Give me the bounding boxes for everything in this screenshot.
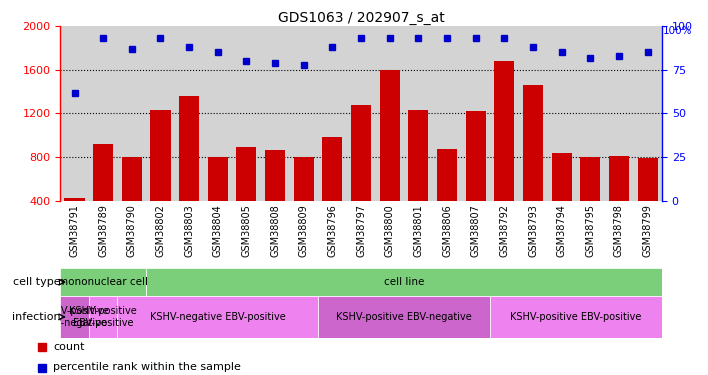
Text: 100%: 100% [663,26,692,36]
Bar [236,147,256,201]
Text: GSM38803: GSM38803 [184,204,194,257]
Bar [609,156,629,201]
Text: mononuclear cell: mononuclear cell [58,277,148,287]
Bar [93,144,113,201]
Bar [437,149,457,201]
Text: GSM38800: GSM38800 [384,204,395,257]
Bar [490,296,662,338]
Bar [88,296,118,338]
Text: KSHV-positive EBV-negative: KSHV-positive EBV-negative [336,312,472,322]
Text: KSHV-positive
EBV-positive: KSHV-positive EBV-positive [69,306,137,328]
Text: GSM38806: GSM38806 [442,204,452,257]
Bar [523,85,543,201]
Bar [466,111,486,201]
Bar [552,153,571,201]
Text: GSM38792: GSM38792 [499,204,509,257]
Text: GSM38797: GSM38797 [356,204,366,257]
Text: GSM38790: GSM38790 [127,204,137,257]
Bar [150,110,171,201]
Text: GSM38807: GSM38807 [471,204,481,257]
Bar [294,157,314,201]
Text: GSM38808: GSM38808 [270,204,280,257]
Text: percentile rank within the sample: percentile rank within the sample [53,363,241,372]
Text: KSHV-positive
EBV-negative: KSHV-positive EBV-negative [40,306,108,328]
Text: KSHV-negative EBV-positive: KSHV-negative EBV-positive [150,312,285,322]
Text: KSHV-positive EBV-positive: KSHV-positive EBV-positive [510,312,641,322]
Text: cell line: cell line [384,277,424,287]
Bar [409,110,428,201]
Bar [64,198,84,201]
Bar [60,296,88,338]
Text: GSM38796: GSM38796 [327,204,338,257]
Text: GSM38804: GSM38804 [213,204,223,257]
Text: GSM38789: GSM38789 [98,204,108,257]
Bar [581,157,600,201]
Text: GSM38799: GSM38799 [643,204,653,257]
Text: GSM38794: GSM38794 [556,204,566,257]
Text: GSM38809: GSM38809 [299,204,309,257]
Text: GSM38801: GSM38801 [413,204,423,257]
Text: GSM38791: GSM38791 [69,204,79,257]
Bar [146,268,662,296]
Text: GSM38805: GSM38805 [241,204,251,257]
Text: GSM38802: GSM38802 [156,204,166,257]
Bar [351,105,371,201]
Bar [207,157,228,201]
Bar [265,150,285,201]
Text: GSM38793: GSM38793 [528,204,538,257]
Text: GSM38798: GSM38798 [614,204,624,257]
Bar [122,157,142,201]
Bar [60,268,146,296]
Text: count: count [53,342,84,352]
Bar [638,158,658,201]
Bar [379,70,400,201]
Bar [179,96,199,201]
Text: infection: infection [11,312,60,322]
Title: GDS1063 / 202907_s_at: GDS1063 / 202907_s_at [278,11,445,25]
Text: cell type: cell type [13,277,60,287]
Bar [322,137,343,201]
Bar [118,296,318,338]
Bar [494,61,515,201]
Bar [318,296,490,338]
Text: GSM38795: GSM38795 [586,204,595,257]
